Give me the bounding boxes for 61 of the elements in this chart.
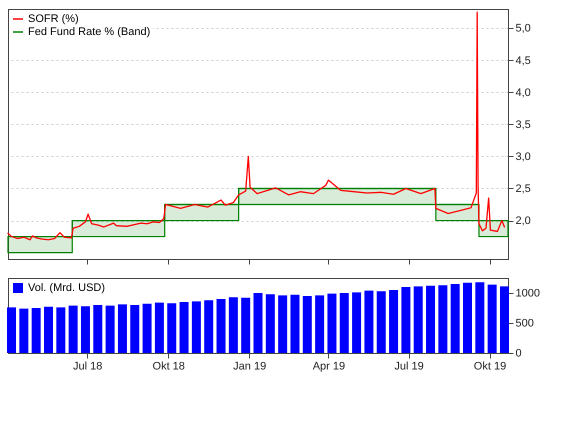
bar xyxy=(228,297,238,353)
y-tick-label: 500 xyxy=(516,318,534,330)
y-tick-label: 3,5 xyxy=(516,118,531,131)
bar xyxy=(93,305,102,353)
bar xyxy=(106,306,115,353)
y-tick-label: 3,0 xyxy=(516,150,531,163)
x-tick-label: Jan 19 xyxy=(233,360,266,372)
y-tick-label: 5,0 xyxy=(516,22,531,35)
x-tick-label: Okt 19 xyxy=(474,360,506,372)
bar xyxy=(254,293,262,353)
bar xyxy=(376,291,386,353)
bar xyxy=(426,286,436,353)
bar xyxy=(7,307,16,353)
x-tick-label: Apr 19 xyxy=(312,360,346,372)
bar xyxy=(302,296,312,353)
bar xyxy=(118,304,127,353)
y-tick-label: 4,0 xyxy=(516,86,531,99)
bar xyxy=(500,286,509,353)
bar xyxy=(19,308,28,353)
x-tick-label: Okt 18 xyxy=(152,360,185,372)
bar xyxy=(130,305,140,353)
bar xyxy=(278,295,288,353)
bar xyxy=(80,306,90,353)
bar xyxy=(389,290,398,353)
bar xyxy=(192,301,201,353)
y-tick-label: 1000 xyxy=(516,288,540,300)
y-tick-label: 2,0 xyxy=(516,215,531,228)
line-series xyxy=(7,12,506,240)
bar xyxy=(414,286,423,353)
bar xyxy=(475,282,484,353)
legend-label: Fed Fund Rate % (Band) xyxy=(28,26,150,38)
bar xyxy=(167,303,176,353)
bar xyxy=(315,295,324,353)
bar xyxy=(154,302,164,353)
bar xyxy=(32,308,41,353)
bar xyxy=(364,290,374,353)
bar xyxy=(463,282,472,353)
bar xyxy=(68,306,78,353)
bar xyxy=(266,294,275,353)
bar xyxy=(450,284,460,353)
y-tick-label: 2,5 xyxy=(516,182,531,195)
x-tick-label: Jul 18 xyxy=(73,360,102,372)
bar xyxy=(327,294,336,353)
legend-label: SOFR (%) xyxy=(28,13,79,25)
y-tick-label: 0 xyxy=(516,348,522,360)
y-tick-label: 4,5 xyxy=(516,54,531,67)
bar xyxy=(352,292,362,353)
bar xyxy=(488,284,497,353)
bar xyxy=(180,302,189,353)
legend-label: Vol. (Mrd. USD) xyxy=(28,282,106,294)
bar xyxy=(56,307,66,353)
bar xyxy=(241,298,250,353)
bar xyxy=(290,294,300,353)
x-tick-label: Jul 19 xyxy=(394,360,424,372)
bar xyxy=(340,293,349,353)
bar xyxy=(438,285,448,353)
bar xyxy=(401,287,410,353)
bar xyxy=(204,300,214,353)
bar xyxy=(216,299,226,353)
bar xyxy=(44,306,53,353)
bar xyxy=(142,304,152,353)
